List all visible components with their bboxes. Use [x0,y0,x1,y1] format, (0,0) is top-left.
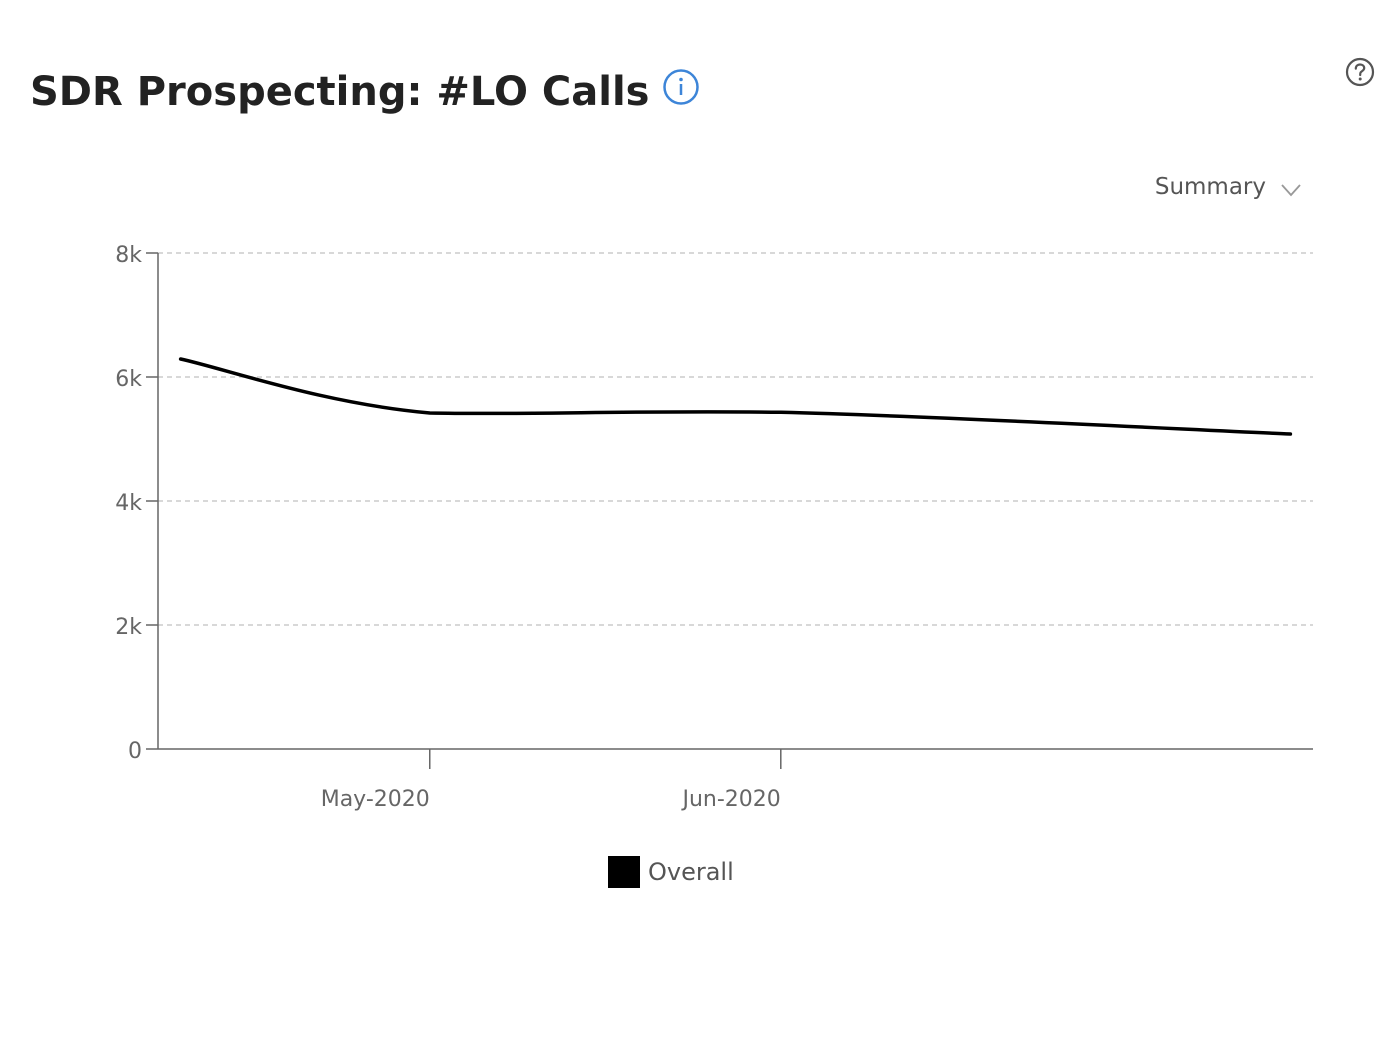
x-tick-label: Jun-2020 [680,787,780,812]
legend-swatch-overall [608,856,640,888]
view-select-label: Summary [1154,174,1266,200]
y-tick-label: 0 [128,739,142,764]
help-icon[interactable] [1344,56,1376,88]
series-lines [178,357,1293,436]
grid-lines [158,252,1313,626]
legend-label-overall: Overall [648,858,734,886]
page-title: SDR Prospecting: #LO Calls [30,69,650,115]
y-tick-label: 6k [115,367,142,392]
series-line-overall [178,357,1293,436]
tick-labels: 0 2k 4k 6k 8k May-2020 Jun-2020 [115,243,781,812]
chevron-down-icon [1281,184,1301,197]
info-icon[interactable] [662,68,700,106]
chart-header: SDR Prospecting: #LO Calls [30,68,700,116]
view-select[interactable]: Summary [1155,174,1302,200]
y-tick-label: 8k [115,243,142,268]
legend: Overall [608,856,734,888]
x-tick-label: May-2020 [321,787,430,812]
axes [146,252,1313,769]
y-tick-label: 4k [115,491,142,516]
y-tick-label: 2k [115,615,142,640]
